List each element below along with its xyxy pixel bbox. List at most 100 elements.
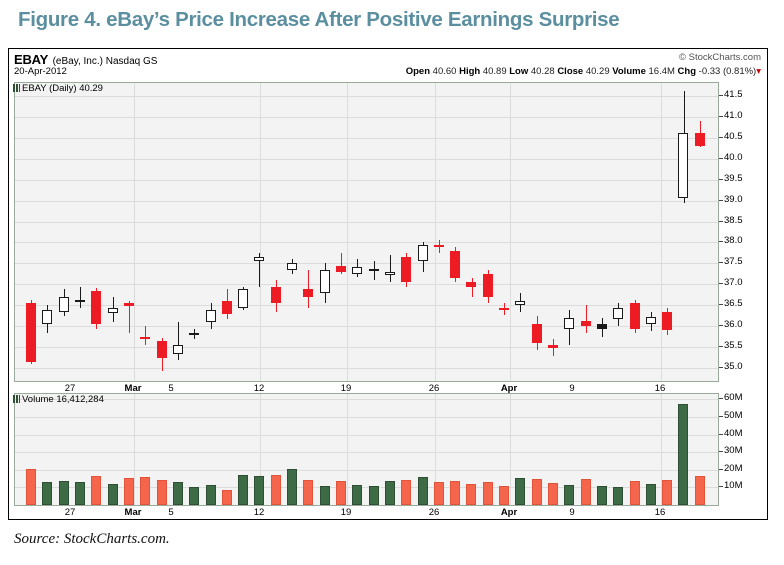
volume-y-axis: 60M 50M 40M 30M 20M 10M [718, 392, 767, 506]
volume-legend-text: Volume 16,412,284 [22, 394, 104, 405]
x-tick-label: 16 [654, 507, 666, 518]
volume-style-icon [13, 395, 20, 403]
page-title: Figure 4. eBay’s Price Increase After Po… [18, 8, 620, 31]
candle-body [222, 301, 232, 314]
gridline-vertical [661, 394, 662, 505]
candle-body [466, 282, 476, 287]
price-y-tick-label: 40.0 [719, 151, 743, 163]
volume-bar [450, 480, 460, 505]
volume-bar [662, 479, 672, 505]
x-tick-label: 27 [64, 383, 76, 394]
price-y-tick-label: 38.5 [719, 214, 743, 226]
price-y-tick-label: 38.0 [719, 235, 743, 247]
candle-body [564, 318, 574, 329]
volume-bar [401, 480, 411, 505]
gridline-vertical [661, 83, 662, 381]
price-y-tick-label: 39.5 [719, 172, 743, 184]
price-y-tick-label: 36.5 [719, 298, 743, 310]
volume-bar [75, 482, 85, 505]
volume-bar [303, 479, 313, 505]
x-tick-label: 27 [64, 507, 76, 518]
candle-body [303, 288, 313, 298]
volume-panel[interactable] [14, 393, 719, 506]
gridline [15, 487, 718, 488]
x-tick-label: 26 [428, 383, 440, 394]
gridline-vertical [347, 83, 348, 381]
volume-bar [271, 475, 281, 505]
gridline [15, 117, 718, 118]
candle-body [662, 311, 672, 330]
ticker-line: EBAY (eBay, Inc.) Nasdaq GS [14, 51, 157, 69]
volume-bar [189, 487, 199, 505]
candle-wick [374, 261, 375, 281]
x-tick-label: 5 [168, 507, 174, 518]
candle-body [646, 317, 656, 325]
x-tick-label: Mar [124, 383, 142, 394]
price-legend-text: EBAY (Daily) 40.29 [22, 83, 103, 94]
gridline-vertical [435, 394, 436, 505]
candle-body [59, 297, 69, 312]
candle-body [630, 303, 640, 329]
candle-body [678, 132, 688, 199]
price-y-tick-label: 41.5 [719, 88, 743, 100]
volume-bar [206, 484, 216, 505]
x-tick-label: 12 [253, 507, 265, 518]
x-tick-label: Mar [124, 507, 142, 518]
candle-wick [586, 305, 587, 333]
candle-wick [145, 326, 146, 346]
candle-body [450, 250, 460, 279]
price-panel[interactable] [14, 82, 719, 382]
volume-bar [548, 482, 558, 505]
candle-body [597, 324, 607, 329]
gridline [15, 159, 718, 160]
gridline-vertical [260, 394, 261, 505]
volume-bar [140, 477, 150, 505]
candle-body [287, 263, 297, 270]
gridline [15, 222, 718, 223]
volume-bar [695, 476, 705, 505]
gridline-vertical [260, 83, 261, 381]
stockcharts-chart[interactable]: EBAY (eBay, Inc.) Nasdaq GS 20-Apr-2012 … [8, 48, 768, 520]
candle-body [352, 266, 362, 274]
gridline [15, 399, 718, 400]
candle-body [42, 309, 52, 325]
x-tick-label: 16 [654, 383, 666, 394]
volume-y-tick-label: 30M [718, 445, 743, 457]
volume-y-tick-label: 40M [718, 427, 743, 439]
volume-y-tick-label: 60M [718, 392, 743, 404]
gridline [15, 417, 718, 418]
candle-body [532, 324, 542, 344]
gridline [15, 305, 718, 306]
volume-bar [434, 482, 444, 505]
chg-label: Chg [677, 66, 697, 77]
candle-body [140, 336, 150, 340]
candle-wick [472, 278, 473, 298]
candle-body [581, 321, 591, 327]
gridline [15, 242, 718, 243]
candle-body [75, 300, 85, 303]
high-label: High [459, 66, 481, 77]
candle-body [108, 307, 118, 313]
x-tick-label: 9 [569, 383, 575, 394]
x-tick-label: 19 [340, 507, 352, 518]
candle-wick [259, 252, 260, 287]
open-value: 40.60 [432, 66, 457, 77]
volume-bar [466, 484, 476, 505]
gridline [15, 347, 718, 348]
volume-bar [336, 480, 346, 505]
volume-bar [352, 485, 362, 505]
gridline [15, 326, 718, 327]
candle-wick [178, 322, 179, 360]
price-y-tick-label: 40.5 [719, 130, 743, 142]
candle-wick [308, 269, 309, 308]
price-panel-legend: EBAY (Daily) 40.29 [13, 83, 103, 94]
low-label: Low [509, 66, 529, 77]
high-value: 40.89 [482, 66, 507, 77]
x-tick-label: 26 [428, 507, 440, 518]
candle-body [336, 265, 346, 272]
ticker-symbol: EBAY [14, 52, 49, 67]
gridline [15, 368, 718, 369]
candle-body [483, 273, 493, 298]
volume-bar [678, 403, 688, 505]
low-value: 40.28 [530, 66, 555, 77]
